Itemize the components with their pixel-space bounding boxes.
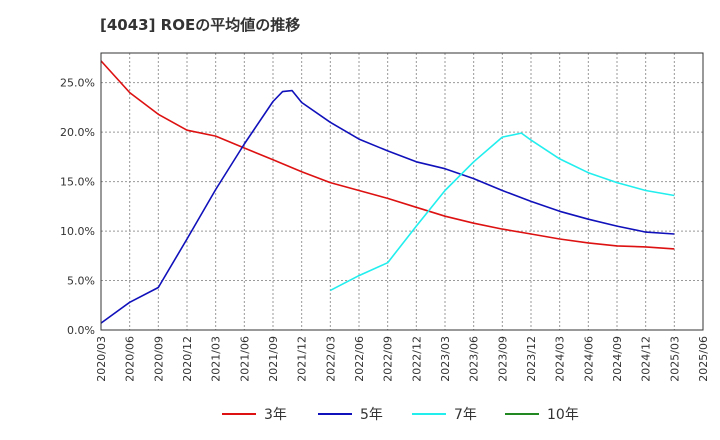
x-tick-label: 2022/12: [410, 336, 423, 382]
x-tick-label: 2021/12: [296, 336, 309, 382]
x-tick-label: 2021/03: [210, 336, 223, 382]
x-tick-label: 2025/03: [668, 336, 681, 382]
x-tick-label: 2020/06: [124, 336, 137, 382]
y-tick-label: 15.0%: [60, 176, 95, 189]
series-lines: [100, 60, 675, 324]
x-tick-label: 2021/09: [267, 336, 280, 382]
y-tick-label: 5.0%: [67, 275, 95, 288]
x-tick-label: 2020/03: [95, 336, 108, 382]
x-tick-label: 2023/09: [496, 336, 509, 382]
x-tick-label: 2024/09: [611, 336, 624, 382]
legend-label-2: 5年: [360, 407, 383, 423]
x-tick-label: 2022/03: [324, 336, 337, 382]
x-tick-label: 2024/03: [554, 336, 567, 382]
x-tick-label: 2021/06: [238, 336, 251, 382]
plot-area: [101, 53, 703, 330]
x-tick-label: 2024/06: [582, 336, 595, 382]
series-line-2: [100, 89, 675, 324]
plot-frame: [100, 52, 704, 331]
x-tick-label: 2025/06: [697, 336, 710, 382]
x-tick-label: 2024/12: [640, 336, 653, 382]
y-tick-label: 10.0%: [60, 225, 95, 238]
y-tick-label: 0.0%: [67, 324, 95, 337]
legend: 3年 5年 7年 10年: [222, 407, 579, 423]
legend-label-3: 7年: [454, 407, 477, 423]
x-tick-label: 2023/03: [439, 336, 452, 382]
series-line-3: [329, 132, 675, 292]
x-tick-label: 2020/12: [181, 336, 194, 382]
series-line-1: [100, 60, 675, 250]
y-tick-label: 25.0%: [60, 77, 95, 90]
x-axis-ticks: 2020/03 2020/06 2020/09 2020/12 2021/03 2021/…: [95, 336, 710, 382]
legend-label-1: 3年: [264, 407, 287, 423]
chart-title: [4043] ROEの平均値の推移: [100, 16, 301, 34]
grid-lines: [101, 53, 703, 330]
x-tick-label: 2022/09: [382, 336, 395, 382]
x-tick-label: 2020/09: [152, 336, 165, 382]
y-axis-ticks: 0.0% 5.0% 10.0% 15.0% 20.0% 25.0%: [60, 77, 95, 337]
x-tick-label: 2023/12: [525, 336, 538, 382]
x-tick-label: 2023/06: [468, 336, 481, 382]
legend-label-4: 10年: [547, 407, 579, 423]
y-tick-label: 20.0%: [60, 126, 95, 139]
x-tick-label: 2022/06: [353, 336, 366, 382]
